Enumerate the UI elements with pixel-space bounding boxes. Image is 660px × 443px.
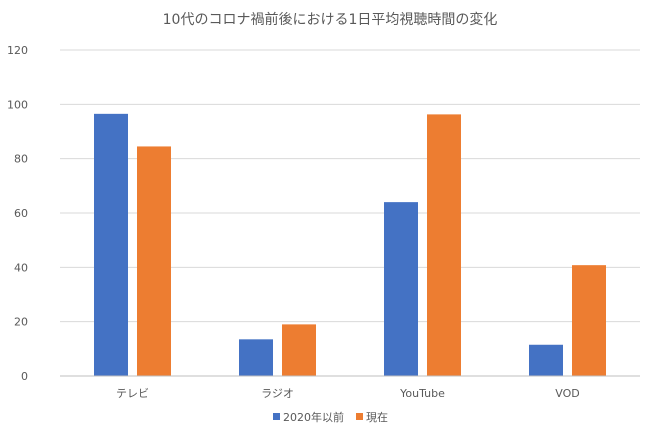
legend-swatch [356, 413, 363, 420]
bar-now [282, 324, 316, 376]
y-tick-label: 100 [7, 98, 28, 111]
x-category-label: YouTube [399, 387, 445, 400]
bar-now [572, 265, 606, 376]
bar-before [529, 344, 563, 376]
legend: 2020年以前 現在 [273, 410, 388, 424]
legend-swatch [273, 413, 280, 420]
y-tick-label: 40 [14, 261, 28, 274]
bar-now [427, 114, 461, 376]
legend-label: 2020年以前 [283, 410, 344, 424]
bar-now [137, 146, 171, 376]
y-tick-label: 0 [21, 370, 28, 383]
x-axis-labels: テレビ ラジオ YouTube VOD [116, 387, 580, 400]
bars [94, 113, 606, 376]
x-category-label: ラジオ [261, 387, 294, 400]
bar-before [94, 113, 128, 376]
bar-before [239, 339, 273, 376]
y-tick-label: 20 [14, 316, 28, 329]
y-axis-ticks: 0 20 40 60 80 100 120 [7, 44, 28, 383]
y-tick-label: 80 [14, 153, 28, 166]
bar-before [384, 202, 418, 376]
legend-label: 現在 [366, 411, 388, 424]
x-category-label: VOD [555, 387, 579, 400]
y-tick-label: 120 [7, 44, 28, 57]
x-category-label: テレビ [116, 387, 149, 400]
chart-title: 10代のコロナ禍前後における1日平均視聴時間の変化 [163, 11, 498, 28]
y-tick-label: 60 [14, 207, 28, 220]
